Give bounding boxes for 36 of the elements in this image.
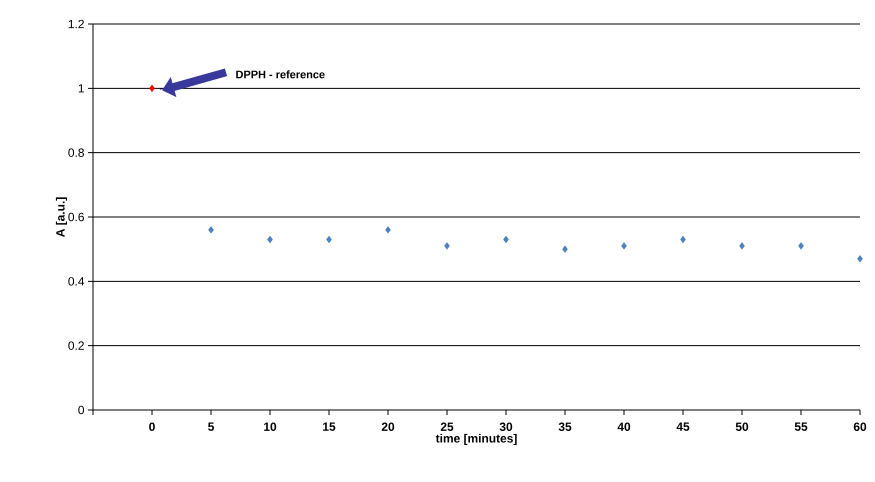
x-tick-label: 20 [382,422,394,431]
point [739,242,745,250]
x-tick-label: 10 [264,422,276,431]
point [444,242,450,250]
x-tick-label: 55 [794,422,808,431]
y-tick-label: 0.4 [68,277,84,286]
x-tick-label: 0 [149,422,155,431]
x-tick-label: 5 [208,422,214,431]
point [149,84,155,92]
point [680,236,686,244]
y-tick-label: 0.8 [68,148,84,157]
x-tick-label: 60 [854,422,866,431]
annotation: DPPH - reference [236,70,325,78]
x-tick-label: 35 [558,422,572,431]
point [562,245,568,253]
y-tick-label: 0.2 [68,341,84,350]
point [798,242,804,250]
x-tick-label: 50 [736,422,748,431]
y-tick-label: 1 [78,84,84,92]
x-tick-label: 15 [323,422,336,431]
point [267,236,273,244]
point [621,242,627,250]
x-tick-label: 25 [440,422,454,431]
y-tick-label: 0.6 [68,212,84,222]
x-tick-label: 45 [676,422,690,431]
point [208,226,214,234]
point [385,226,391,234]
y-axis-title: A [a.u.] [56,197,68,237]
x-axis-title: time [minutes] [436,434,517,445]
y-tick-label: 0 [78,406,84,414]
point [857,255,863,262]
point [503,236,509,244]
point [326,236,332,244]
x-tick-label: 30 [500,422,512,431]
x-tick-label: 40 [618,422,630,431]
y-tick-label: 1.2 [68,20,84,28]
